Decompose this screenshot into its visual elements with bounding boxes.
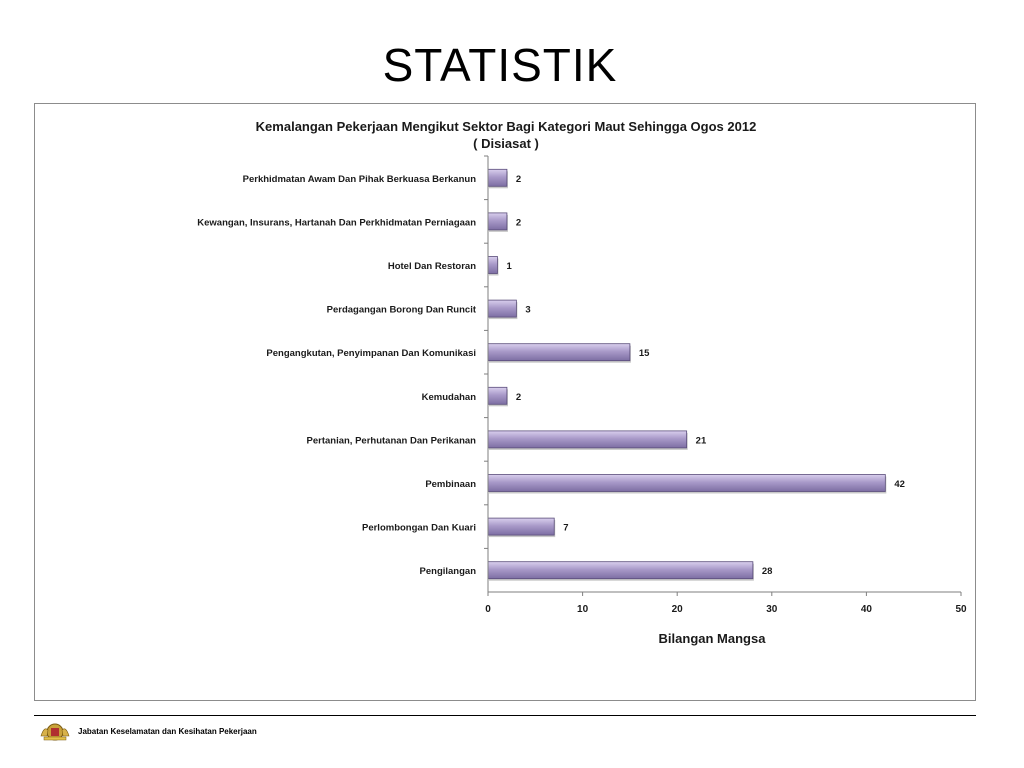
bar: [487, 517, 555, 536]
data-label: 7: [563, 523, 568, 534]
category-label: Pertanian, Perhutanan Dan Perikanan: [307, 435, 477, 446]
data-label: 2: [516, 174, 521, 185]
data-label: 28: [762, 566, 773, 577]
footer-organization-name: Jabatan Keselamatan dan Kesihatan Pekerj…: [78, 727, 257, 736]
x-tick-label: 40: [861, 604, 873, 615]
bar-chart: Kemalangan Pekerjaan Mengikut Sektor Bag…: [197, 119, 967, 646]
x-axis-label: Bilangan Mangsa: [659, 631, 767, 646]
category-label: Perlombongan Dan Kuari: [362, 523, 476, 534]
chart-frame: Kemalangan Pekerjaan Mengikut Sektor Bag…: [34, 103, 976, 701]
bar: [487, 256, 498, 274]
category-label: Kewangan, Insurans, Hartanah Dan Perkhid…: [197, 217, 476, 228]
bar: [487, 299, 517, 318]
data-label: 1: [506, 261, 512, 272]
coat-of-arms-icon: [40, 723, 70, 741]
slide-title: STATISTIK: [382, 39, 618, 91]
x-tick-label: 50: [955, 604, 967, 615]
x-tick-label: 10: [577, 604, 589, 615]
axes-layer: Perkhidmatan Awam Dan Pihak Berkuasa Ber…: [197, 155, 967, 615]
chart-subtitle: ( Disiasat ): [473, 136, 539, 151]
x-tick-label: 0: [485, 604, 491, 615]
data-label: 15: [639, 348, 650, 359]
category-label: Perdagangan Borong Dan Runcit: [327, 305, 477, 316]
x-tick-label: 20: [672, 604, 684, 615]
footer-divider: [34, 715, 976, 716]
data-label: 21: [696, 435, 707, 446]
data-label: 42: [894, 479, 905, 490]
category-label: Kemudahan: [422, 392, 477, 403]
category-label: Pengangkutan, Penyimpanan Dan Komunikasi: [266, 348, 476, 359]
bar: [487, 430, 688, 449]
data-label: 3: [525, 305, 530, 316]
bar: [487, 386, 508, 405]
bar: [487, 561, 754, 580]
data-label: 2: [516, 392, 521, 403]
x-tick-label: 30: [766, 604, 778, 615]
category-label: Pembinaan: [425, 479, 476, 490]
bar: [487, 474, 886, 492]
category-label: Pengilangan: [420, 566, 477, 577]
bar: [487, 343, 631, 362]
category-label: Hotel Dan Restoran: [388, 261, 476, 272]
category-label: Perkhidmatan Awam Dan Pihak Berkuasa Ber…: [243, 174, 477, 185]
bar: [487, 168, 508, 187]
chart-title: Kemalangan Pekerjaan Mengikut Sektor Bag…: [256, 119, 757, 134]
data-label: 2: [516, 217, 521, 228]
bar: [487, 212, 508, 231]
